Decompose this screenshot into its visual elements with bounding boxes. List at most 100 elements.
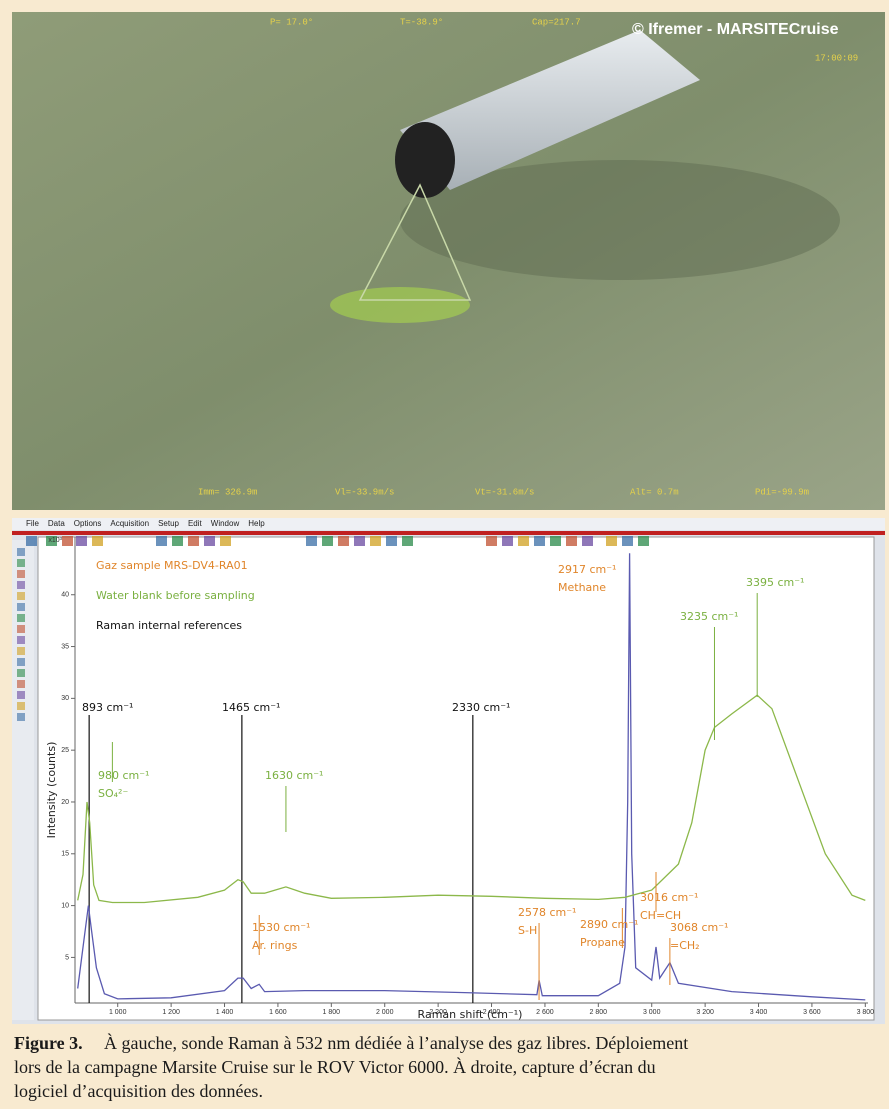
tool-button[interactable] xyxy=(17,570,25,578)
x-tick-label: 2 600 xyxy=(536,1009,554,1016)
toolbar-button[interactable] xyxy=(622,536,633,546)
x-tick-label: 3 800 xyxy=(857,1009,875,1016)
toolbar-button[interactable] xyxy=(386,536,397,546)
toolbar-button[interactable] xyxy=(638,536,649,546)
toolbar-button[interactable] xyxy=(306,536,317,546)
spectrum-line xyxy=(77,553,866,1001)
side-toolbar xyxy=(12,540,34,1020)
legend-entry: Gaz sample MRS-DV4-RA01 xyxy=(96,559,248,572)
y-multiplier: x10³ xyxy=(48,537,62,544)
x-tick-label: 3 000 xyxy=(643,1009,661,1016)
tool-button[interactable] xyxy=(17,636,25,644)
toolbar-button[interactable] xyxy=(370,536,381,546)
toolbar-button[interactable] xyxy=(76,536,87,546)
tool-button[interactable] xyxy=(17,647,25,655)
annotation-sub: S-H xyxy=(518,924,537,937)
toolbar-button[interactable] xyxy=(172,536,183,546)
tool-button[interactable] xyxy=(17,592,25,600)
toolbar-button[interactable] xyxy=(338,536,349,546)
tool-button[interactable] xyxy=(17,603,25,611)
toolbar-button[interactable] xyxy=(322,536,333,546)
x-tick-label: 2 800 xyxy=(590,1009,608,1016)
toolbar-button[interactable] xyxy=(92,536,103,546)
menu-item[interactable]: Help xyxy=(248,519,265,528)
overlay: Vl=-33.9m/s xyxy=(335,487,394,497)
accent xyxy=(12,531,885,535)
toolbar-button[interactable] xyxy=(606,536,617,546)
toolbar-button[interactable] xyxy=(62,536,73,546)
toolbar-button[interactable] xyxy=(582,536,593,546)
tool-button[interactable] xyxy=(17,669,25,677)
probe-head xyxy=(395,122,455,198)
menu-item[interactable]: Data xyxy=(48,519,65,528)
toolbar-button[interactable] xyxy=(156,536,167,546)
annotation: 2330 cm⁻¹ xyxy=(452,701,510,714)
x-tick-label: 1 600 xyxy=(269,1009,287,1016)
annotation: 2917 cm⁻¹ xyxy=(558,563,616,576)
tool-button[interactable] xyxy=(17,614,25,622)
toolbar-button[interactable] xyxy=(204,536,215,546)
tool-button[interactable] xyxy=(17,559,25,567)
menu-item[interactable]: File xyxy=(26,519,39,528)
toolbar-button[interactable] xyxy=(354,536,365,546)
annotation-sub: SO₄²⁻ xyxy=(98,787,128,800)
y-axis-label: Intensity (counts) xyxy=(45,742,58,839)
annotation: 980 cm⁻¹ xyxy=(98,769,149,782)
toolbar-button[interactable] xyxy=(188,536,199,546)
tool-button[interactable] xyxy=(17,691,25,699)
overlay: Vt=-31.6m/s xyxy=(475,487,534,497)
tool-button[interactable] xyxy=(17,702,25,710)
y-tick-label: 10 xyxy=(61,902,69,909)
toolbar-button[interactable] xyxy=(502,536,513,546)
annotation: 1465 cm⁻¹ xyxy=(222,701,280,714)
annotation-sub: =CH₂ xyxy=(670,939,700,952)
menu-item[interactable]: Setup xyxy=(158,519,179,528)
y-tick-label: 25 xyxy=(61,747,69,754)
toolbar-button[interactable] xyxy=(486,536,497,546)
toolbar-button[interactable] xyxy=(550,536,561,546)
plot-area xyxy=(37,536,875,1021)
menu-item[interactable]: Edit xyxy=(188,519,203,528)
toolbar-button[interactable] xyxy=(46,536,57,546)
toolbar-button[interactable] xyxy=(26,536,37,546)
toolbar-button[interactable] xyxy=(518,536,529,546)
cone xyxy=(358,183,472,301)
photo: P= 17.0° T=-38.9° Cap=217.7 © Ifremer - … xyxy=(12,12,885,510)
caption-label: Figure 3. xyxy=(14,1033,83,1053)
chart: 5 10 15 20 25 30 35 40 1 000 1 200 1 400 1 600 1 800… xyxy=(61,537,874,1016)
menu-item[interactable]: Options xyxy=(74,519,102,528)
x-tick-label: 2 000 xyxy=(376,1009,394,1016)
annotation-sub: Ar. rings xyxy=(252,939,298,952)
x-tick-label: 1 400 xyxy=(216,1009,234,1016)
annotation: 3068 cm⁻¹ xyxy=(670,921,728,934)
menu-item[interactable]: Acquisition xyxy=(110,519,149,528)
legend-entry: Raman internal references xyxy=(96,619,242,632)
tool-button[interactable] xyxy=(17,548,25,556)
overlay: 17:00:09 xyxy=(815,53,858,63)
toolbar-button[interactable] xyxy=(566,536,577,546)
annotation: 3016 cm⁻¹ xyxy=(640,891,698,904)
tool-button[interactable] xyxy=(17,713,25,721)
toolbar-button[interactable] xyxy=(534,536,545,546)
annotation: 1530 cm⁻¹ xyxy=(252,921,310,934)
copyright: © Ifremer - MARSITECruise xyxy=(632,21,839,38)
x-tick-label: 3 200 xyxy=(696,1009,714,1016)
y-tick-label: 40 xyxy=(61,592,69,599)
toolbar-button[interactable] xyxy=(402,536,413,546)
overlay: Alt= 0.7m xyxy=(630,487,679,497)
menu: File Data Options Acquisition Setup Edit Windo… xyxy=(26,519,265,528)
toolbar-button[interactable] xyxy=(220,536,231,546)
shadow xyxy=(400,160,840,280)
overlay: Imm= 326.9m xyxy=(198,487,257,497)
annotation: 893 cm⁻¹ xyxy=(82,701,133,714)
tool-button[interactable] xyxy=(17,658,25,666)
caption-line: À gauche, sonde Raman à 532 nm dédiée à … xyxy=(104,1032,688,1053)
annotation: 1630 cm⁻¹ xyxy=(265,769,323,782)
menu-item[interactable]: Window xyxy=(211,519,240,528)
tool-button[interactable] xyxy=(17,680,25,688)
tool-button[interactable] xyxy=(17,581,25,589)
legend-entry: Water blank before sampling xyxy=(96,589,255,602)
tool-button[interactable] xyxy=(17,625,25,633)
